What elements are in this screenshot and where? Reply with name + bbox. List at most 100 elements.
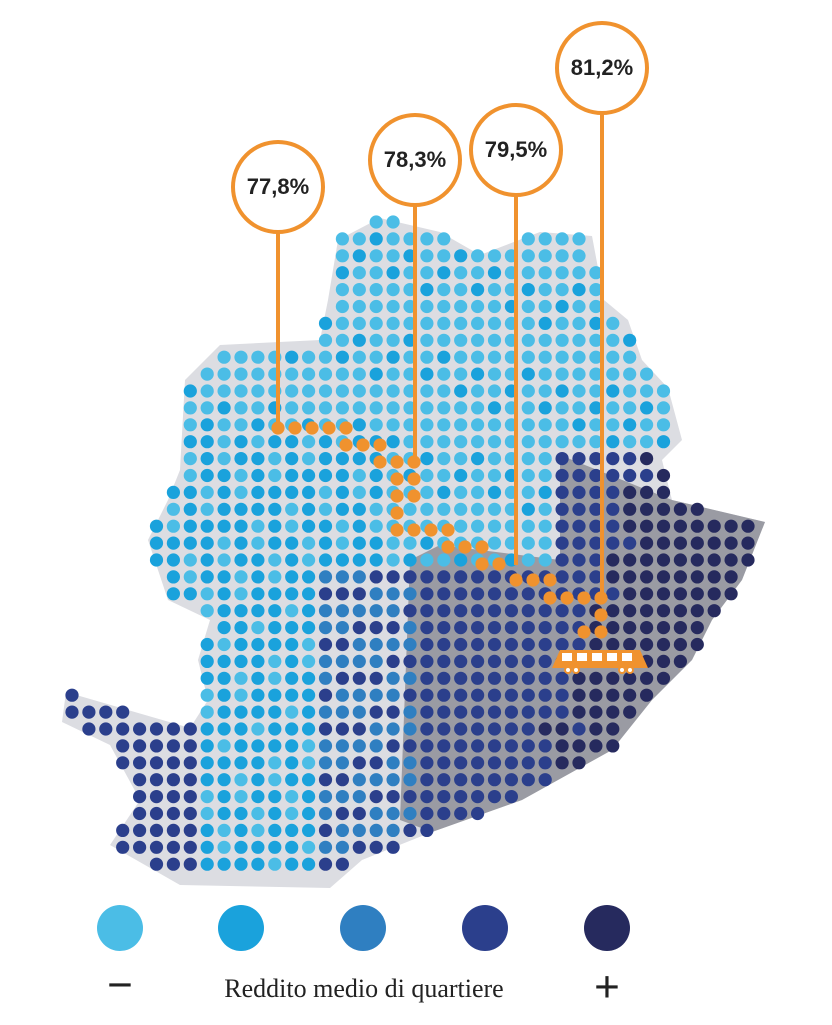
- dot: [640, 536, 654, 550]
- dot: [234, 604, 248, 618]
- dot: [285, 587, 299, 601]
- dot: [454, 384, 468, 398]
- dot: [200, 739, 214, 753]
- dot: [656, 671, 671, 685]
- dot: [420, 452, 434, 466]
- dot: [183, 587, 197, 601]
- dot: [302, 604, 316, 618]
- dot: [217, 806, 231, 821]
- dot: [318, 536, 333, 550]
- dot: [707, 570, 721, 584]
- dot: [487, 671, 502, 685]
- dot: [437, 232, 451, 246]
- dot: [471, 688, 485, 702]
- dot: [352, 266, 366, 280]
- dot: [707, 519, 721, 533]
- dot: [200, 384, 214, 398]
- dot: [538, 705, 552, 719]
- dot: [251, 705, 265, 719]
- dot: [234, 688, 248, 702]
- dot: [420, 621, 434, 635]
- dot: [318, 756, 333, 770]
- dot: [673, 637, 688, 652]
- dot: [234, 823, 248, 838]
- dot: [318, 671, 333, 685]
- dot: [589, 316, 603, 330]
- dot: [166, 823, 180, 838]
- dot: [606, 418, 620, 432]
- dot: [555, 621, 569, 635]
- dot: [200, 587, 214, 601]
- dot: [183, 485, 197, 499]
- dot: [285, 384, 299, 398]
- dot: [572, 283, 586, 297]
- dot: [420, 299, 434, 314]
- dot: [623, 604, 637, 618]
- dot: [217, 756, 231, 770]
- dot: [166, 857, 180, 871]
- dot: [268, 570, 282, 584]
- dot: [268, 604, 282, 618]
- dot: [335, 333, 349, 347]
- dot: [183, 519, 197, 533]
- dot: [471, 756, 485, 770]
- dot: [623, 468, 637, 483]
- dot: [234, 637, 248, 652]
- dot: [386, 299, 400, 314]
- callout-circle: [555, 21, 649, 115]
- dot: [234, 857, 248, 871]
- dot: [538, 485, 552, 499]
- dot: [352, 333, 366, 347]
- bus-icon: [552, 650, 648, 674]
- dot: [403, 823, 417, 838]
- dot: [521, 299, 535, 314]
- dot: [251, 621, 265, 635]
- dot: [437, 266, 451, 280]
- dot: [606, 671, 620, 685]
- dot: [352, 570, 366, 584]
- dot: [640, 367, 654, 381]
- dot: [420, 333, 434, 347]
- route-stop: [288, 421, 302, 435]
- dot: [572, 519, 586, 533]
- dot: [386, 316, 400, 330]
- dot: [606, 688, 620, 702]
- dot: [318, 637, 333, 652]
- dot: [217, 502, 231, 516]
- dot: [116, 739, 130, 753]
- dot: [369, 705, 383, 719]
- dot: [589, 452, 603, 466]
- dot: [403, 688, 417, 702]
- dot: [572, 249, 586, 263]
- legend: − Reddito medio di quartiere +: [97, 905, 630, 1012]
- dot: [369, 840, 383, 854]
- dot: [268, 485, 282, 499]
- dot: [420, 773, 434, 787]
- dot: [454, 621, 468, 635]
- dot: [318, 485, 333, 499]
- dot: [471, 570, 485, 584]
- dot: [572, 756, 586, 770]
- dot: [487, 435, 502, 449]
- dot: [369, 570, 383, 584]
- dot: [318, 553, 333, 567]
- dot: [149, 756, 164, 770]
- dot: [471, 418, 485, 432]
- dot: [454, 418, 468, 432]
- dot: [200, 553, 214, 567]
- dot: [640, 587, 654, 601]
- dot: [487, 739, 502, 753]
- dot: [437, 502, 451, 516]
- dot: [471, 739, 485, 753]
- dot: [487, 604, 502, 618]
- dot: [217, 790, 231, 804]
- dot: [166, 536, 180, 550]
- dot: [386, 773, 400, 787]
- dot: [386, 215, 400, 229]
- dot: [285, 773, 299, 787]
- dot: [538, 739, 552, 753]
- dot: [623, 452, 637, 466]
- dot: [369, 553, 383, 567]
- callouts: 77,8% 78,3% 79,5% 81,2%: [231, 21, 649, 600]
- dot: [454, 283, 468, 297]
